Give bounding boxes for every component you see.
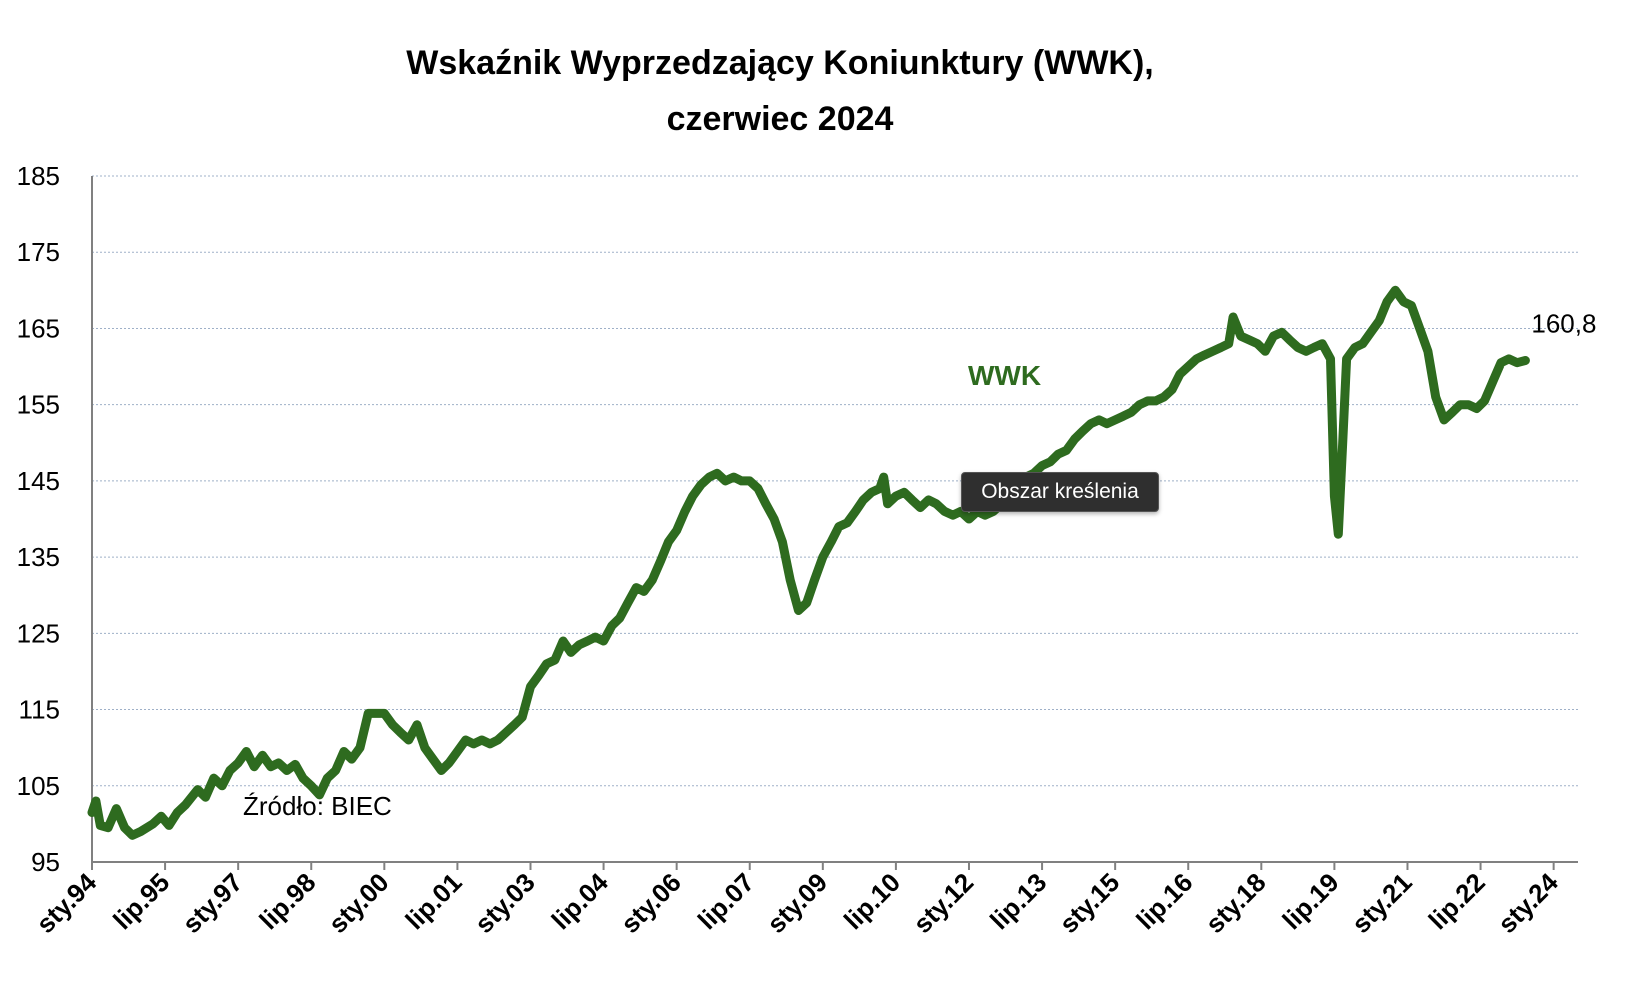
y-tick-label: 125 [17, 618, 60, 648]
x-tick-label: lip.95 [107, 867, 175, 935]
x-tick-label: lip.07 [692, 867, 760, 935]
y-tick-label: 115 [19, 695, 60, 725]
x-tick-label: lip.04 [546, 867, 615, 936]
x-tick-label: sty.94 [30, 867, 102, 939]
y-tick-label: 135 [17, 542, 60, 572]
chart-title-line2: czerwiec 2024 [666, 100, 894, 138]
chart-title-line1: Wskaźnik Wyprzedzający Koniunktury (WWK)… [406, 44, 1154, 82]
x-tick-label: lip.19 [1276, 867, 1344, 935]
series-label: WWK [968, 360, 1041, 391]
x-tick-label: lip.01 [399, 867, 467, 935]
end-value-label: 160,8 [1531, 308, 1596, 338]
x-tick-label: sty.21 [1346, 867, 1418, 939]
x-tick-label: lip.22 [1423, 867, 1491, 935]
x-tick-label: sty.00 [323, 867, 395, 939]
x-tick-label: lip.10 [838, 867, 906, 935]
source-annotation: Źródło: BIEC [243, 791, 392, 821]
x-tick-label: lip.16 [1130, 867, 1198, 935]
series-layer [87, 285, 1530, 840]
x-tick-label: sty.12 [907, 867, 979, 939]
y-tick-label: 105 [17, 771, 60, 801]
x-tick-label: lip.98 [253, 867, 321, 935]
axes [91, 176, 1578, 870]
gridlines [92, 175, 1578, 787]
y-tick-label: 175 [17, 237, 60, 267]
x-tick-label: sty.06 [615, 867, 687, 939]
y-tick-label: 155 [17, 390, 60, 420]
series-line-wwk [87, 285, 1530, 840]
x-tick-label: sty.03 [469, 867, 541, 939]
plot-area-tooltip: Obszar kreślenia [961, 472, 1159, 512]
x-tick-label: sty.15 [1053, 867, 1125, 939]
y-tick-label: 185 [17, 161, 60, 191]
y-tick-label: 165 [17, 313, 60, 343]
x-tick-label: lip.13 [984, 867, 1052, 935]
y-tick-label: 145 [17, 466, 60, 496]
x-tick-label: sty.18 [1200, 867, 1272, 939]
x-tick-label: sty.97 [176, 867, 248, 939]
x-tick-label: sty.24 [1492, 867, 1564, 939]
y-tick-label: 95 [31, 847, 60, 877]
x-tick-label: sty.09 [761, 867, 833, 939]
